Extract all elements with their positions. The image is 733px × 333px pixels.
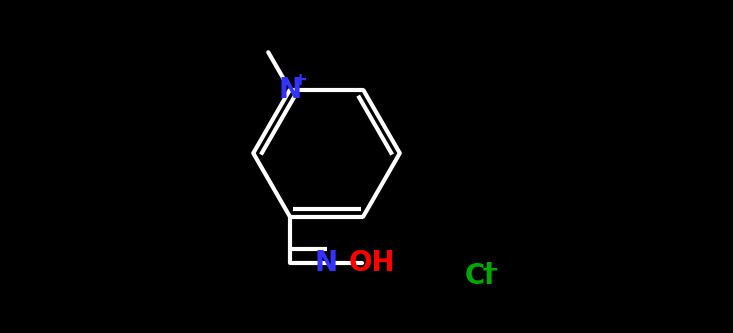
Text: N: N [315, 249, 338, 277]
Text: Cl: Cl [465, 262, 495, 290]
Text: −: − [481, 259, 500, 279]
Text: N: N [279, 76, 301, 104]
Text: OH: OH [348, 249, 395, 277]
Text: +: + [292, 71, 306, 90]
